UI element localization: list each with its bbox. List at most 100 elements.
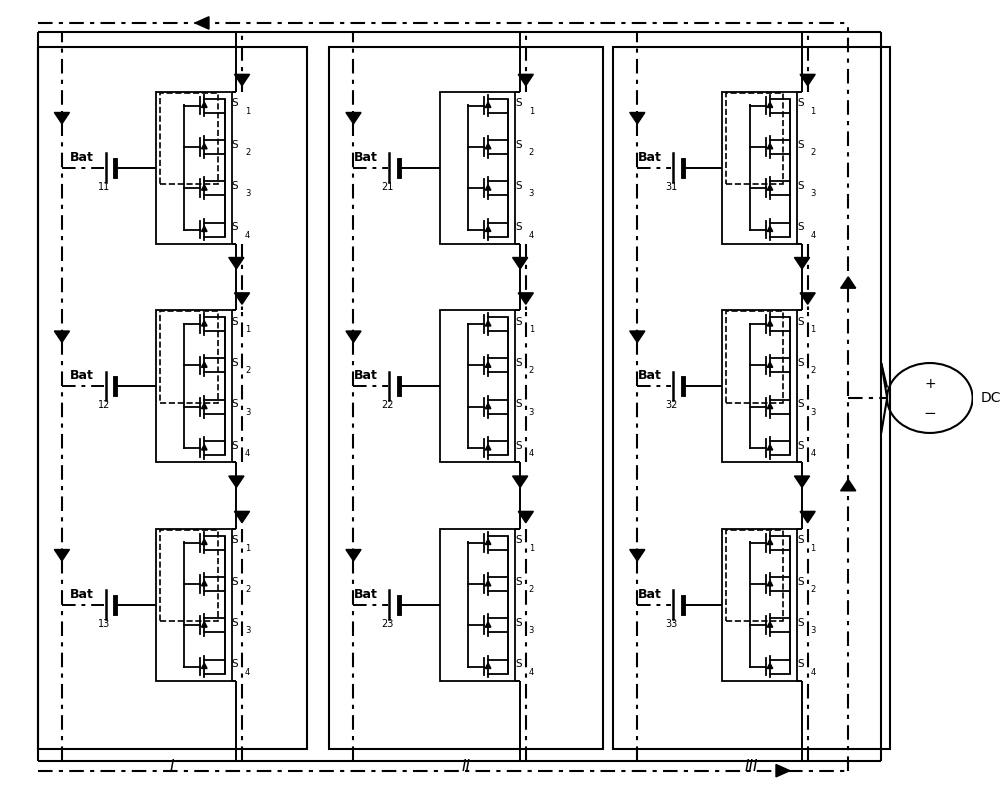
Text: 32: 32 — [665, 400, 678, 411]
Polygon shape — [767, 321, 773, 326]
Polygon shape — [229, 476, 244, 487]
Polygon shape — [794, 476, 810, 487]
Polygon shape — [767, 663, 773, 669]
Text: Bat: Bat — [354, 150, 378, 164]
Polygon shape — [485, 185, 491, 190]
Text: S: S — [797, 181, 804, 191]
Text: Bat: Bat — [70, 587, 94, 601]
Text: Bat: Bat — [70, 150, 94, 164]
Text: S: S — [515, 358, 522, 368]
Text: II: II — [462, 759, 471, 775]
Text: 4: 4 — [529, 668, 534, 677]
Polygon shape — [234, 293, 250, 304]
Polygon shape — [485, 102, 491, 107]
Polygon shape — [841, 277, 856, 288]
Text: 13: 13 — [98, 619, 110, 629]
Polygon shape — [630, 549, 645, 561]
Text: S: S — [797, 535, 804, 545]
Text: S: S — [797, 139, 804, 150]
Text: 4: 4 — [811, 668, 816, 677]
Text: 2: 2 — [811, 366, 816, 376]
Text: S: S — [231, 139, 238, 150]
Text: S: S — [515, 317, 522, 326]
Bar — [440, 310, 515, 462]
Text: 3: 3 — [529, 626, 534, 635]
Polygon shape — [346, 331, 361, 342]
Bar — [160, 93, 218, 184]
Text: 3: 3 — [529, 189, 534, 198]
Polygon shape — [201, 622, 207, 627]
Text: S: S — [515, 659, 522, 669]
Text: Bat: Bat — [354, 587, 378, 601]
Text: 1: 1 — [811, 325, 816, 334]
Polygon shape — [518, 511, 533, 523]
Polygon shape — [485, 663, 491, 669]
Text: 4: 4 — [811, 449, 816, 458]
Text: 1: 1 — [529, 325, 534, 334]
Polygon shape — [800, 74, 815, 86]
Text: DC: DC — [980, 391, 1000, 405]
Polygon shape — [767, 622, 773, 627]
Text: 12: 12 — [98, 400, 110, 411]
Polygon shape — [201, 185, 207, 190]
Text: S: S — [231, 576, 238, 587]
Text: 21: 21 — [382, 181, 394, 192]
Text: Bat: Bat — [354, 369, 378, 382]
Polygon shape — [794, 258, 810, 269]
Polygon shape — [201, 445, 207, 450]
Polygon shape — [630, 331, 645, 342]
Polygon shape — [485, 539, 491, 544]
Polygon shape — [201, 321, 207, 326]
Text: 2: 2 — [529, 585, 534, 594]
Text: S: S — [797, 441, 804, 451]
Text: 4: 4 — [245, 668, 250, 677]
Bar — [160, 530, 218, 621]
Text: 1: 1 — [245, 325, 250, 334]
Polygon shape — [201, 539, 207, 544]
Polygon shape — [234, 74, 250, 86]
Text: 4: 4 — [529, 231, 534, 240]
Polygon shape — [346, 112, 361, 124]
Text: 1: 1 — [529, 544, 534, 552]
Bar — [440, 529, 515, 681]
Text: 2: 2 — [811, 585, 816, 594]
Text: 2: 2 — [529, 366, 534, 376]
Text: 23: 23 — [382, 619, 394, 629]
Polygon shape — [767, 580, 773, 586]
Bar — [613, 47, 890, 749]
Polygon shape — [767, 362, 773, 367]
Text: S: S — [797, 317, 804, 326]
Text: 2: 2 — [245, 585, 250, 594]
Polygon shape — [800, 293, 815, 304]
Text: S: S — [797, 576, 804, 587]
Text: S: S — [515, 400, 522, 409]
Text: 2: 2 — [245, 148, 250, 157]
Polygon shape — [518, 293, 533, 304]
Text: S: S — [515, 535, 522, 545]
Text: S: S — [231, 181, 238, 191]
Polygon shape — [485, 580, 491, 586]
Polygon shape — [800, 511, 815, 523]
Polygon shape — [201, 102, 207, 107]
Polygon shape — [518, 74, 533, 86]
Bar — [440, 92, 515, 244]
Polygon shape — [513, 476, 528, 487]
Text: S: S — [515, 576, 522, 587]
Text: 3: 3 — [245, 626, 250, 635]
Polygon shape — [201, 226, 207, 232]
Text: S: S — [231, 222, 238, 232]
Text: S: S — [231, 535, 238, 545]
Polygon shape — [485, 143, 491, 149]
Text: S: S — [231, 358, 238, 368]
Text: S: S — [515, 98, 522, 108]
Polygon shape — [485, 362, 491, 367]
Bar — [38, 47, 307, 749]
Text: Bat: Bat — [70, 369, 94, 382]
Text: S: S — [515, 441, 522, 451]
Text: S: S — [231, 441, 238, 451]
Polygon shape — [841, 479, 856, 491]
Text: 2: 2 — [529, 148, 534, 157]
Polygon shape — [485, 445, 491, 450]
Bar — [329, 47, 603, 749]
Text: S: S — [231, 317, 238, 326]
